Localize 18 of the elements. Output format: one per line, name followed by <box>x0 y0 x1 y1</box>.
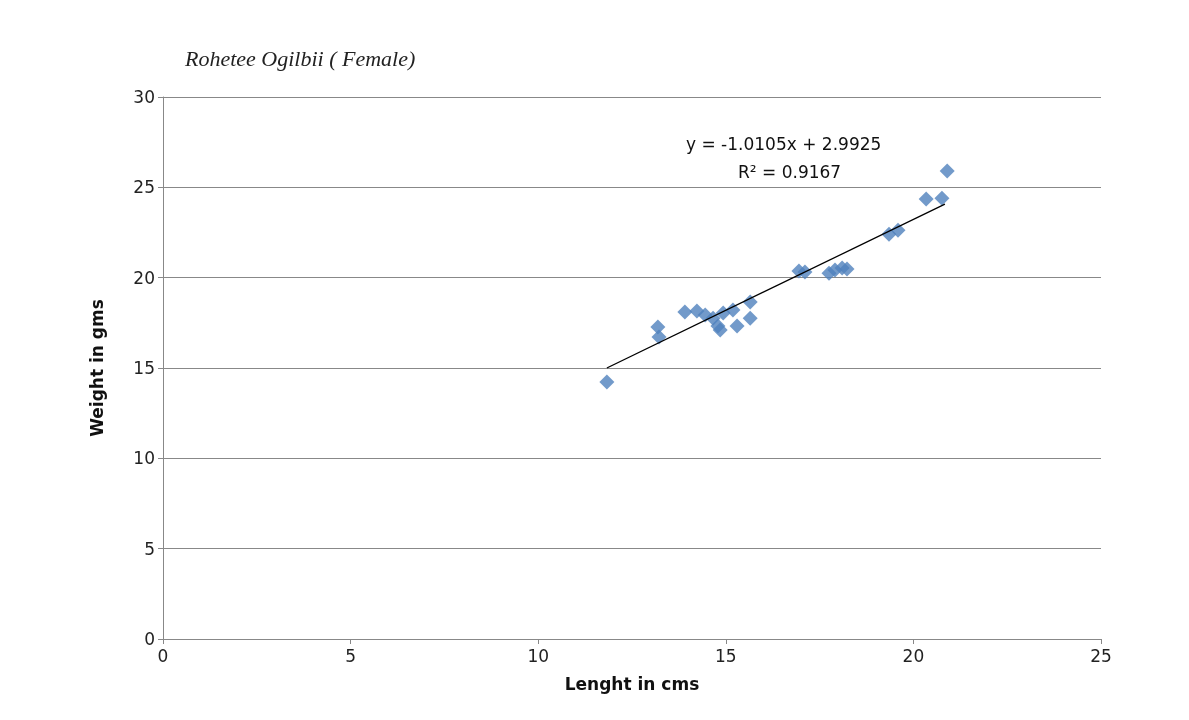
annotation: R² = 0.9167 <box>738 161 842 182</box>
y-tick-label: 15 <box>133 358 155 378</box>
x-tick-label: 5 <box>345 645 357 666</box>
y-tick-label: 20 <box>133 267 155 288</box>
y-tick-label: 0 <box>144 629 155 649</box>
x-tick-label: 20 <box>902 645 925 666</box>
y-tick-label: 10 <box>133 448 155 469</box>
x-tick-label: 15 <box>714 645 737 666</box>
x-tick-label: 10 <box>527 645 550 666</box>
chart-title: Rohetee Ogilbii ( Female) <box>184 45 416 71</box>
x-tick-label: 0 <box>157 645 169 666</box>
y-tick-label: 5 <box>144 538 155 559</box>
x-axis-title: Lenght in cms <box>564 673 700 694</box>
x-tick-label: 25 <box>1090 645 1112 666</box>
y-tick-label: 30 <box>133 87 155 107</box>
y-tick-label: 25 <box>133 177 155 198</box>
y-axis-title: Weight in gms <box>86 299 107 437</box>
annotation: y = -1.0105x + 2.9925 <box>686 133 882 154</box>
